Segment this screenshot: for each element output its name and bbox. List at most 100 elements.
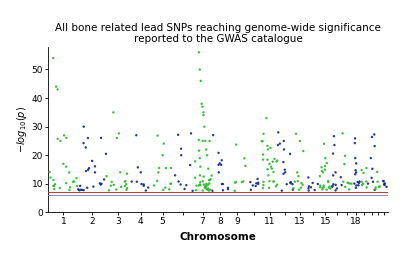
Point [108, 184, 114, 188]
Point [381, 183, 388, 187]
Point [98, 183, 104, 187]
Point [358, 168, 365, 172]
Point [260, 132, 267, 136]
Point [138, 170, 144, 175]
Point [324, 161, 330, 165]
Point [106, 188, 112, 192]
Point [266, 162, 273, 166]
Point [380, 179, 387, 183]
Point [197, 183, 204, 187]
Point [63, 181, 70, 185]
Point [232, 181, 238, 185]
Point [51, 187, 58, 191]
Point [118, 185, 124, 189]
Point [296, 188, 302, 192]
Point [265, 147, 271, 152]
Point [220, 182, 226, 186]
Point [208, 177, 214, 181]
Point [344, 181, 351, 185]
Point [341, 162, 348, 166]
Point [253, 181, 260, 185]
Point [151, 183, 157, 188]
Point [196, 183, 203, 187]
Point [382, 181, 388, 185]
Point [218, 163, 224, 167]
Point [167, 182, 174, 186]
Point [216, 170, 222, 175]
Point [51, 184, 57, 188]
Point [156, 166, 162, 170]
Point [70, 180, 76, 184]
Point [308, 185, 314, 189]
Point [250, 183, 256, 188]
Point [203, 147, 210, 152]
Point [316, 174, 323, 178]
Point [48, 175, 54, 179]
Point [46, 170, 53, 174]
Point [376, 185, 382, 189]
Point [282, 170, 288, 175]
Point [183, 183, 190, 187]
Point [232, 189, 238, 193]
Point [265, 173, 272, 177]
Point [380, 179, 386, 183]
Point [269, 167, 275, 171]
Point [162, 186, 168, 190]
Point [312, 188, 318, 192]
Point [53, 84, 59, 89]
Point [288, 180, 294, 184]
Point [205, 186, 212, 191]
Point [209, 189, 216, 193]
Point [352, 172, 358, 176]
Point [178, 147, 184, 151]
Point [103, 152, 109, 156]
Point [248, 188, 254, 192]
Point [268, 164, 274, 169]
Point [281, 147, 287, 152]
Point [74, 184, 80, 188]
Point [255, 181, 261, 185]
Point [372, 144, 378, 148]
Point [198, 79, 204, 83]
Point [289, 182, 296, 186]
Point [260, 180, 267, 184]
Point [66, 170, 72, 175]
Point [290, 188, 296, 192]
Point [154, 179, 160, 183]
Point [295, 174, 302, 178]
Point [363, 166, 370, 170]
Point [260, 186, 266, 190]
Point [80, 188, 87, 192]
Point [50, 184, 57, 188]
Point [260, 183, 267, 187]
Point [317, 184, 324, 188]
Point [104, 174, 110, 178]
Point [122, 179, 128, 183]
Point [346, 187, 352, 191]
Point [181, 187, 188, 191]
Point [346, 182, 353, 186]
Point [124, 172, 130, 176]
Point [320, 183, 327, 188]
Point [154, 133, 161, 138]
Point [317, 185, 323, 189]
Point [305, 175, 312, 179]
Point [282, 168, 288, 172]
Point [264, 167, 271, 171]
Point [123, 182, 130, 186]
Point [306, 184, 312, 188]
Point [188, 131, 194, 135]
Point [360, 182, 366, 186]
Point [192, 176, 198, 180]
Point [201, 125, 208, 129]
Point [200, 113, 207, 117]
Point [240, 179, 246, 184]
Point [273, 160, 280, 164]
Point [50, 178, 57, 182]
Point [199, 105, 206, 109]
Point [110, 110, 116, 114]
Point [204, 187, 210, 191]
Point [82, 145, 89, 149]
Point [239, 180, 245, 184]
Point [206, 181, 212, 185]
